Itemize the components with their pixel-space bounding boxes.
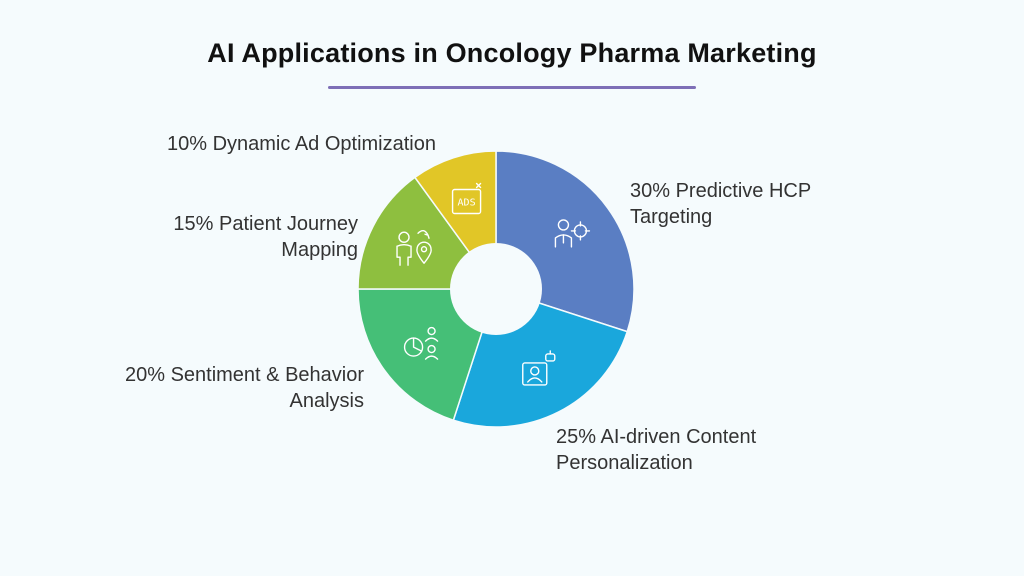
slice-label-patient-journey: 15% Patient Journey Mapping — [173, 211, 358, 263]
slice-label-line1: 25% AI-driven Content — [556, 426, 757, 448]
analysis-chart-icon — [403, 326, 439, 360]
ai-profile-icon — [522, 350, 556, 386]
slice-label-line2: Mapping — [281, 239, 358, 261]
slice-label-line2: Targeting — [630, 206, 713, 228]
title-underline — [328, 86, 696, 89]
ads-icon: ADS — [451, 182, 482, 215]
journey-map-icon — [396, 230, 432, 266]
slice-label-line2: Analysis — [289, 390, 364, 412]
slice-label-hcp-targeting: 30% Predictive HCP Targeting — [630, 178, 811, 230]
hcp-target-icon — [554, 219, 591, 248]
slice-label-ad-optimization: 10% Dynamic Ad Optimization — [167, 131, 436, 157]
donut-hole — [450, 243, 542, 335]
slice-label-line1: 15% Patient Journey — [173, 213, 358, 235]
slice-label-sentiment-analysis: 20% Sentiment & Behavior Analysis — [125, 362, 364, 414]
ads-icon-text: ADS — [458, 198, 476, 209]
pie-slice-2 — [357, 288, 498, 422]
slice-label-line1: 10% Dynamic Ad Optimization — [166, 133, 436, 155]
slice-label-line2: Personalization — [556, 452, 693, 474]
slice-label-line1: 30% Predictive HCP — [630, 180, 812, 202]
chart-title: AI Applications in Oncology Pharma Marke… — [207, 38, 817, 68]
slice-label-content-personalization: 25% AI-driven Content Personalization — [556, 424, 756, 476]
slice-label-line1: 20% Sentiment & Behavior — [124, 364, 364, 386]
